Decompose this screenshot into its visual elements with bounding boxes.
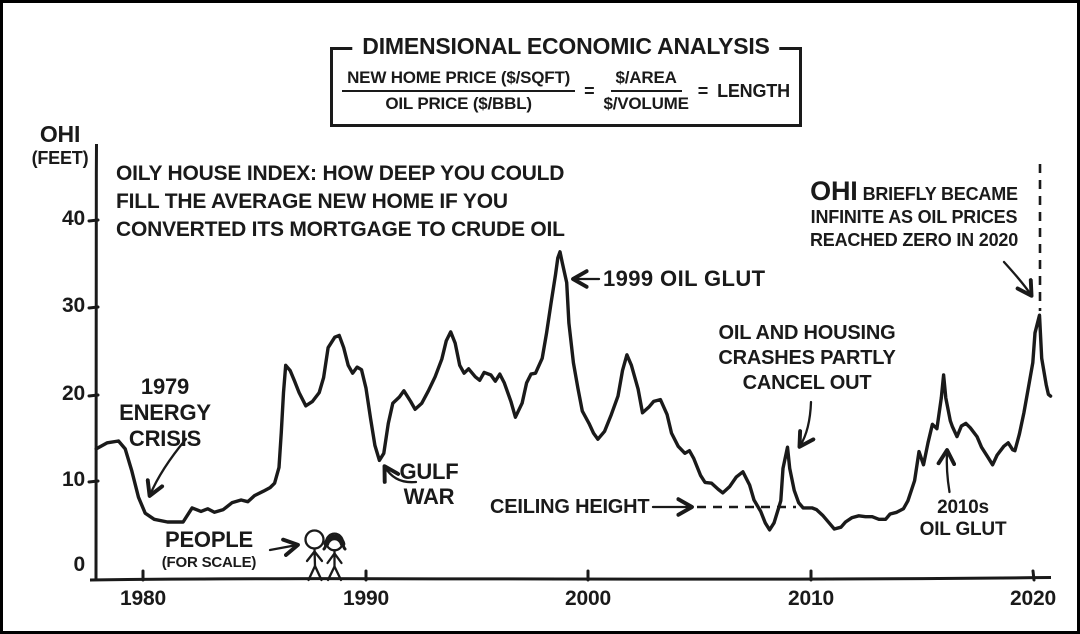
formula: NEW HOME PRICE ($/SQFT) OIL PRICE ($/BBL… [333, 50, 799, 124]
y-axis [94, 143, 98, 580]
y-tick-label-10: 10 [62, 468, 85, 491]
people-arrow [268, 537, 300, 557]
infinite-2020-line3: REACHED ZERO IN 2020 [809, 230, 1019, 251]
oil-glut-2010s-line2: OIL GLUT [919, 518, 1007, 540]
x-tick-label-1980: 1980 [120, 587, 166, 610]
ohi-curve-line [94, 250, 1053, 532]
man-head [304, 529, 325, 550]
people-line2: (FOR SCALE) [161, 553, 257, 571]
crashes-line3: CANCEL OUT [742, 372, 872, 394]
formula-fraction-mid: $/AREA $/VOLUME [603, 68, 689, 114]
formula-numerator-mid: $/AREA [610, 68, 682, 92]
formula-numerator-left: NEW HOME PRICE ($/SQFT) [342, 68, 576, 92]
infinite-2020-emphasis: OHI [810, 176, 858, 206]
formula-denominator-mid: $/VOLUME [603, 94, 689, 113]
x-tick-label-1990: 1990 [343, 587, 389, 610]
index-definition-line3: CONVERTED ITS MORTGAGE TO CRUDE OIL [116, 217, 565, 241]
x-axis [89, 576, 1052, 582]
man-arms [305, 549, 324, 563]
formula-fraction-left: NEW HOME PRICE ($/SQFT) OIL PRICE ($/BBL… [342, 68, 576, 114]
woman-hair [323, 534, 346, 547]
chart-canvas [87, 143, 1053, 582]
x-tick-label-2020: 2020 [1010, 587, 1056, 610]
crashes-line1: OIL AND HOUSING [718, 322, 896, 344]
y-axis-title: OHI (FEET) [27, 120, 93, 170]
x-tick-label-2010: 2010 [788, 587, 834, 610]
infinite-2020-line1: OHI BRIEFLY BECAME [795, 178, 1033, 206]
woman-legs [326, 563, 343, 582]
infinite-2020-line2: INFINITE AS OIL PRICES [810, 207, 1018, 228]
gulf-war-label: GULF WAR [396, 459, 462, 510]
y-tick-label-30: 30 [62, 294, 85, 317]
oil-glut-2010s-arrow [936, 448, 957, 494]
crashes-cancel-arrow [797, 400, 816, 449]
woman-hair-strands [322, 542, 347, 551]
infinite-2020-arrow [1002, 260, 1034, 298]
crashes-line2: CRASHES PARTLY [718, 347, 896, 369]
x-tick-marks [141, 569, 1036, 582]
oil-glut-2010s-label: 2010s OIL GLUT [916, 497, 1010, 541]
y-tick-label-40: 40 [62, 207, 85, 230]
stick-figure-man [304, 529, 325, 582]
stick-figure-woman [322, 532, 347, 582]
gulf-war-line1: GULF [399, 459, 459, 484]
equals-sign: = [584, 80, 595, 101]
oil-glut-2010s-line1: 2010s [937, 497, 989, 518]
gulf-war-arrow [382, 464, 418, 484]
people-for-scale-label: PEOPLE (FOR SCALE) [146, 527, 272, 572]
infinite-2020-label: OHI BRIEFLY BECAME INFINITE AS OIL PRICES… [795, 178, 1033, 252]
ceiling-height-label: CEILING HEIGHT [490, 496, 650, 518]
people-line1: PEOPLE [164, 527, 254, 552]
woman-arms [326, 551, 343, 565]
title-box: DIMENSIONAL ECONOMIC ANALYSIS NEW HOME P… [330, 33, 802, 127]
formula-denominator-left: OIL PRICE ($/BBL) [385, 94, 532, 113]
energy-crisis-arrow [145, 437, 188, 498]
equals-sign: = [697, 80, 709, 101]
page-title: DIMENSIONAL ECONOMIC ANALYSIS [352, 33, 780, 60]
index-definition-line1: OILY HOUSE INDEX: HOW DEEP YOU COULD [116, 162, 565, 185]
formula-result: LENGTH [717, 80, 790, 101]
y-tick-label-20: 20 [62, 382, 85, 405]
energy-crisis-line2: ENERGY [119, 399, 211, 425]
y-tick-label-0: 0 [73, 553, 86, 576]
energy-crisis-label: 1979 ENERGY CRISIS [106, 374, 224, 452]
y-tick-marks [87, 218, 100, 484]
energy-crisis-line3: CRISIS [128, 425, 202, 451]
y-axis-title-line1: OHI [39, 121, 81, 147]
x-tick-label-2000: 2000 [565, 587, 611, 610]
index-definition-text: OILY HOUSE INDEX: HOW DEEP YOU COULD FIL… [116, 160, 565, 244]
infinite-2020-line1-rest: BRIEFLY BECAME [862, 184, 1018, 204]
energy-crisis-line1: 1979 [140, 374, 190, 399]
gulf-war-line2: WAR [403, 484, 455, 510]
index-definition-line2: FILL THE AVERAGE NEW HOME IF YOU [116, 189, 508, 213]
crashes-cancel-label: OIL AND HOUSING CRASHES PARTLY CANCEL OU… [715, 321, 899, 396]
y-axis-title-line2: (FEET) [31, 148, 89, 169]
man-legs [307, 563, 323, 582]
oil-glut-1999-label: 1999 OIL GLUT [603, 266, 766, 291]
